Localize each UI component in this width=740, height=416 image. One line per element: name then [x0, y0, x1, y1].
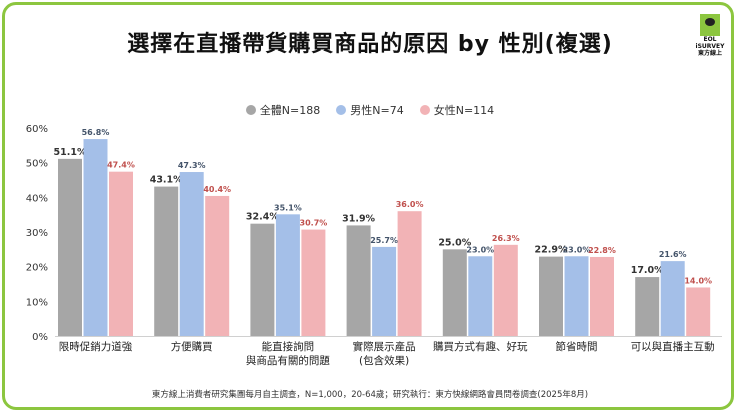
bar — [109, 171, 133, 336]
data-label: 56.8% — [82, 128, 110, 137]
y-tick-label: 0% — [32, 332, 48, 343]
bar — [372, 246, 397, 336]
y-tick-label: 60% — [26, 124, 48, 135]
bar — [635, 277, 660, 336]
data-label: 43.1% — [150, 175, 183, 186]
data-label: 23.0% — [466, 245, 494, 254]
x-tick-label: 與商品有關的問題 — [246, 354, 330, 367]
legend: 全體N=188 男性N=74 女性N=114 — [0, 102, 740, 118]
chart-title: 選擇在直播帶貨購買商品的原因 by 性別(複選) — [127, 32, 613, 57]
y-tick-label: 30% — [26, 228, 48, 239]
data-label: 47.4% — [107, 161, 135, 170]
data-label: 35.1% — [274, 203, 302, 212]
data-label: 22.9% — [535, 245, 568, 256]
data-label: 23.0% — [563, 245, 591, 254]
footnote: 東方線上消費者研究集團每月自主調查，N=1,000，20-64歲；研究執行：東方… — [151, 390, 589, 400]
legend-item-male: 男性N=74 — [336, 102, 404, 118]
data-label: 40.4% — [203, 185, 231, 194]
x-tick-label: (包含效果) — [359, 354, 409, 367]
legend-item-female: 女性N=114 — [419, 102, 494, 118]
x-tick-label: 實際展示產品 — [353, 340, 416, 353]
x-tick-label: 節省時間 — [556, 340, 598, 353]
bar — [301, 229, 326, 336]
data-label: 30.7% — [300, 219, 328, 228]
y-tick-label: 40% — [26, 193, 48, 204]
bar — [205, 195, 230, 336]
x-tick-label: 方便購買 — [171, 340, 213, 353]
bar — [179, 172, 204, 336]
bar — [493, 244, 518, 336]
data-label: 22.8% — [588, 246, 616, 255]
data-label: 32.4% — [246, 212, 279, 223]
data-label: 51.1% — [54, 147, 87, 158]
data-label: 25.0% — [438, 237, 471, 248]
x-tick-label: 購買方式有趣、好玩 — [433, 340, 528, 353]
data-label: 17.0% — [631, 265, 664, 276]
chart-frame — [2, 2, 734, 410]
y-tick-label: 50% — [26, 159, 48, 170]
x-tick-label: 能直接詢問 — [262, 340, 315, 353]
legend-item-all: 全體N=188 — [245, 102, 320, 118]
bar — [154, 186, 179, 336]
data-label: 21.6% — [659, 250, 687, 259]
x-tick-label: 可以與直播主互動 — [631, 340, 715, 353]
bar — [539, 256, 563, 336]
bar — [275, 214, 300, 336]
data-label: 25.7% — [370, 236, 398, 245]
x-tick-label: 限時促銷力道強 — [59, 340, 133, 353]
y-tick-label: 10% — [26, 297, 48, 308]
data-label: 47.3% — [178, 161, 206, 170]
bar — [564, 256, 589, 336]
bar — [346, 225, 371, 336]
bar — [686, 287, 711, 336]
logo-icon — [700, 14, 720, 36]
bar — [397, 211, 422, 336]
bar — [83, 139, 108, 336]
bar — [58, 158, 82, 336]
eol-isurvey-logo: EOL iSURVEY 東方線上 — [690, 14, 730, 57]
data-label: 31.9% — [342, 213, 375, 224]
data-label: 26.3% — [492, 234, 520, 243]
bar — [250, 223, 275, 336]
bar — [590, 256, 614, 336]
bar — [660, 261, 685, 336]
y-tick-label: 20% — [26, 263, 48, 274]
data-label: 14.0% — [684, 276, 712, 285]
bar — [468, 256, 493, 336]
bar — [442, 249, 467, 336]
data-label: 36.0% — [396, 200, 424, 209]
